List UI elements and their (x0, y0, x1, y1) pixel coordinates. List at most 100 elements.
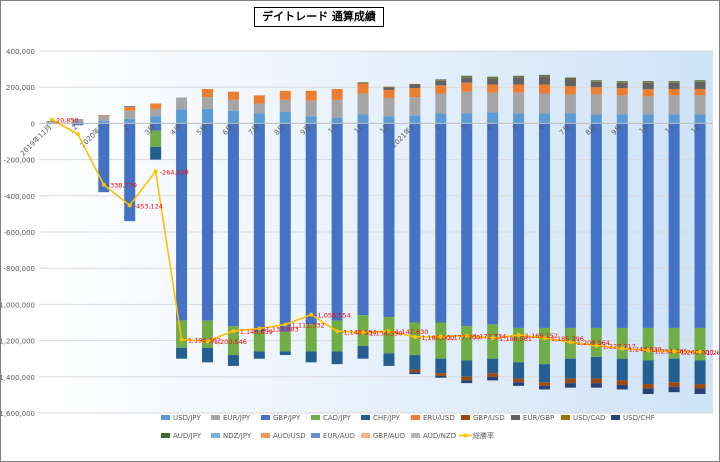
x-tick-label: 11 (352, 123, 364, 135)
bar-segment (668, 382, 680, 387)
x-tick-label: 4 (485, 123, 494, 132)
legend-line-marker (463, 433, 468, 438)
bar-segment (616, 123, 628, 328)
bar-segment (409, 97, 421, 116)
bar-segment (487, 376, 499, 381)
bar-segment (590, 94, 602, 115)
bar-segment (409, 84, 421, 89)
bar-segment (124, 118, 136, 124)
line-point (646, 348, 651, 353)
bar-segment (461, 326, 473, 361)
legend-label: USD/JPY (173, 414, 201, 422)
bar-segment (357, 82, 369, 84)
legend-label: 総勝率 (473, 431, 494, 440)
bar-segment (564, 94, 576, 114)
bar-segment (694, 89, 706, 96)
bar-segment (176, 97, 188, 110)
line-point (231, 328, 236, 333)
line-data-label: -1,260,000 (678, 348, 713, 356)
line-data-label: -1,169,152 (523, 332, 558, 340)
bar-segment (564, 383, 576, 388)
bar-segment (694, 360, 706, 385)
bar-segment (124, 107, 136, 111)
bar-segment (124, 106, 136, 108)
bar-segment (176, 320, 188, 348)
legend-label: NDZ/JPY (223, 432, 252, 440)
line-data-label: -1,262,411 (704, 349, 719, 357)
bar-segment (202, 97, 213, 109)
legend-swatch (361, 415, 370, 420)
bar-segment (279, 123, 291, 332)
bar-segment (487, 112, 499, 124)
bar-segment (305, 351, 317, 363)
bar-segment (98, 123, 110, 193)
x-tick-label: 6 (537, 123, 546, 132)
bar-segment (487, 358, 499, 374)
line-data-label: -1,194,362 (186, 337, 221, 345)
bar-segment (150, 108, 162, 117)
x-tick-label: 10 (638, 123, 650, 135)
bar-segment (539, 113, 550, 124)
bar-segment (409, 115, 421, 124)
bar-segment (279, 351, 291, 356)
bar-segment (539, 74, 550, 76)
line-data-label: -1,133,083 (263, 325, 298, 333)
bar-segment (616, 114, 628, 124)
bar-segment (383, 98, 395, 117)
bar-segment (202, 347, 213, 363)
bar-segment (357, 123, 369, 316)
legend-label: GBP/AUD (373, 432, 405, 440)
legend-swatch (161, 433, 170, 438)
bar-segment (383, 123, 395, 318)
legend: USD/JPY EUR/JPY GBP/JPY CAD/JPY CHF/JPY ERU/U… (161, 414, 655, 440)
line-point (179, 337, 184, 342)
bar-segment (694, 327, 706, 361)
bar-segment (539, 75, 550, 77)
y-tick-label: -1,600,000 (1, 410, 35, 418)
line-path (51, 118, 701, 353)
bar-segment (227, 110, 239, 124)
line-point (698, 349, 703, 354)
line-data-label: -1,180,000 (419, 334, 454, 342)
legend-swatch (311, 415, 320, 420)
y-tick-label: -200,000 (4, 157, 35, 165)
bar-segment (487, 84, 499, 93)
bar-segment (176, 123, 188, 321)
bar-segment (668, 89, 680, 96)
line-point (205, 339, 210, 344)
bar-segment (590, 80, 602, 82)
legend-swatch (511, 415, 520, 420)
line-data-label: -1,056,554 (315, 312, 350, 320)
bar-segment (539, 385, 550, 390)
bar-segment (642, 81, 654, 83)
bar-segment (694, 388, 706, 394)
bar-segment (539, 76, 550, 85)
bar-segment (694, 81, 706, 82)
bar-segment (487, 77, 499, 79)
legend-swatch (611, 415, 620, 420)
bar-segment (409, 123, 421, 323)
bar-segment (357, 346, 369, 359)
bar-segment (590, 327, 602, 357)
bar-segment (176, 109, 188, 124)
y-axis: 400,000 200,000 0 -200,000 -400,000 -600,000 -… (1, 48, 35, 418)
bar-segment (409, 372, 421, 375)
x-tick-label: 5 (511, 123, 520, 132)
bar-segment (305, 123, 317, 325)
bar-segment (150, 146, 162, 160)
line-data-label: -1,177,700 (445, 334, 480, 342)
bar-segment (176, 347, 188, 359)
bar-segment (564, 78, 576, 80)
legend-label: USD/CAD (573, 414, 605, 422)
bar-segment (642, 82, 654, 90)
bar-segment (46, 122, 58, 124)
bar-segment (253, 351, 265, 359)
line-data-label: -1,148,554 (341, 328, 376, 336)
bar-segment (513, 362, 525, 379)
bar-segment (539, 93, 550, 114)
bar-segment (487, 373, 499, 377)
bar-segment (513, 84, 525, 93)
bar-segment (487, 123, 499, 325)
bar-segment (539, 364, 550, 383)
